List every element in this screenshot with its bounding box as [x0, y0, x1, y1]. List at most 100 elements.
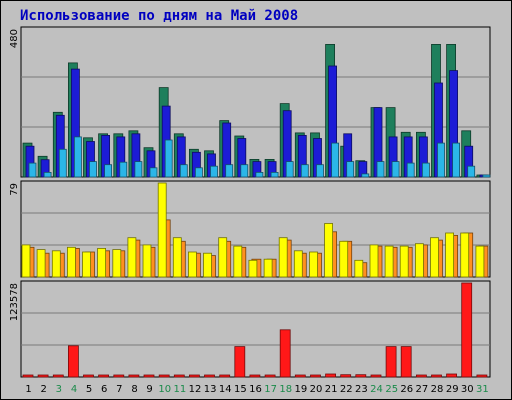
x-tick-day-29: 29: [446, 384, 459, 395]
kbytes-bar-day-14: [219, 374, 231, 378]
x-tick-day-10: 10: [158, 384, 171, 395]
visits-bar-day-10: [157, 182, 167, 278]
pages-bar-day-28: [437, 142, 445, 178]
pages-bar-day-17: [270, 171, 279, 178]
x-tick-day-27: 27: [416, 384, 429, 395]
pages-bar-day-26: [406, 162, 415, 178]
kbytes-bar-day-3: [52, 374, 64, 378]
kbytes-bar-day-27: [415, 374, 427, 378]
pages-bar-day-11: [179, 164, 188, 178]
pages-bar-day-9: [149, 167, 158, 178]
visits-bar-day-11: [172, 237, 182, 278]
visits-bar-day-21: [324, 223, 334, 278]
x-tick-day-30: 30: [461, 384, 474, 395]
pages-bar-day-7: [119, 161, 128, 178]
x-tick-day-24: 24: [370, 384, 383, 395]
x-tick-day-2: 2: [41, 384, 47, 395]
sites-visits-panel: 79: [9, 180, 491, 278]
kbytes-bar-day-1: [22, 374, 34, 378]
visits-bar-day-7: [112, 249, 122, 278]
kbytes-ymax-label: 123578: [9, 283, 20, 321]
x-tick-day-11: 11: [174, 384, 187, 395]
visits-bar-day-9: [142, 244, 152, 278]
visits-bar-day-6: [97, 247, 106, 278]
x-tick-day-5: 5: [86, 384, 92, 395]
pages-bar-day-12: [194, 167, 203, 178]
kbytes-bar-day-23: [355, 374, 367, 378]
visits-bar-day-2: [36, 249, 46, 278]
visits-bar-day-23: [354, 259, 364, 278]
pages-bar-day-6: [104, 164, 112, 178]
hits-files-pages-panel: 480: [9, 26, 491, 178]
x-tick-day-8: 8: [131, 384, 137, 395]
visits-bar-day-29: [445, 232, 455, 278]
visits-bar-day-28: [430, 237, 439, 278]
visits-bar-day-18: [278, 237, 288, 278]
kbytes-bar-day-31: [476, 374, 488, 378]
visits-bar-day-15: [233, 245, 243, 278]
visits-bar-day-24: [369, 244, 379, 278]
x-tick-day-17: 17: [264, 384, 277, 395]
kbytes-bar-day-8: [128, 374, 140, 378]
chart-title: Использование по дням на Май 2008: [20, 8, 299, 24]
x-tick-day-15: 15: [234, 384, 247, 395]
kbytes-plot-area: [20, 280, 491, 378]
pages-bar-day-3: [58, 148, 67, 178]
kbytes-bar-day-26: [400, 346, 412, 378]
visits-bar-day-26: [399, 245, 409, 278]
x-tick-day-6: 6: [101, 384, 107, 395]
visits-bar-day-13: [203, 252, 212, 278]
pages-bar-day-22: [346, 161, 355, 178]
pages-bar-day-4: [74, 136, 82, 178]
kbytes-bar-day-12: [188, 374, 200, 378]
visits-bar-day-16: [248, 259, 258, 278]
kbytes-bar-day-11: [173, 374, 185, 378]
pages-bar-day-27: [421, 162, 430, 178]
kbytes-bar-day-21: [325, 373, 337, 378]
kbytes-bar-day-9: [143, 374, 155, 378]
kbytes-bar-day-18: [279, 329, 291, 378]
visits-bar-day-4: [67, 246, 76, 278]
kbytes-bar-day-19: [294, 374, 306, 378]
pages-bar-day-15: [240, 164, 249, 178]
x-tick-day-25: 25: [385, 384, 398, 395]
x-tick-day-9: 9: [146, 384, 152, 395]
pages-bar-day-13: [210, 165, 218, 178]
x-tick-day-22: 22: [340, 384, 353, 395]
kbytes-bar-day-25: [385, 346, 397, 378]
kbytes-bar-day-30: [461, 282, 473, 378]
visits-bar-day-12: [187, 251, 197, 278]
visits-bar-day-8: [127, 237, 137, 278]
x-tick-day-19: 19: [295, 384, 308, 395]
x-tick-day-28: 28: [431, 384, 444, 395]
x-tick-day-16: 16: [249, 384, 262, 395]
x-tick-day-23: 23: [355, 384, 368, 395]
pages-bar-day-5: [89, 161, 97, 178]
pages-bar-day-2: [43, 171, 52, 178]
visits-bar-day-27: [414, 243, 424, 278]
pages-bar-day-14: [225, 164, 234, 178]
visits-bar-day-22: [339, 240, 349, 278]
pages-bar-day-20: [316, 164, 324, 178]
kbytes-bar-day-5: [83, 374, 94, 378]
visits-bar-day-14: [218, 237, 228, 278]
visits-bar-day-31: [475, 245, 485, 278]
kbytes-bar-day-7: [113, 374, 125, 378]
visits-bar-day-20: [309, 251, 318, 278]
x-tick-day-31: 31: [476, 384, 489, 395]
x-tick-day-26: 26: [400, 384, 413, 395]
x-tick-day-7: 7: [116, 384, 122, 395]
pages-bar-day-24: [376, 161, 385, 178]
visits-bar-day-30: [460, 232, 470, 278]
kbytes-bar-day-17: [264, 374, 276, 378]
kbytes-bar-day-4: [68, 345, 79, 378]
sites-visits-ymax-label: 79: [9, 183, 20, 196]
pages-bar-day-16: [255, 171, 264, 178]
pages-bar-day-8: [134, 161, 143, 178]
kbytes-bar-day-10: [158, 374, 170, 378]
kbytes-bar-day-29: [446, 373, 458, 378]
x-tick-day-4: 4: [71, 384, 77, 395]
pages-bar-day-21: [331, 142, 340, 178]
x-tick-day-1: 1: [25, 384, 31, 395]
pages-bar-day-30: [467, 165, 476, 178]
